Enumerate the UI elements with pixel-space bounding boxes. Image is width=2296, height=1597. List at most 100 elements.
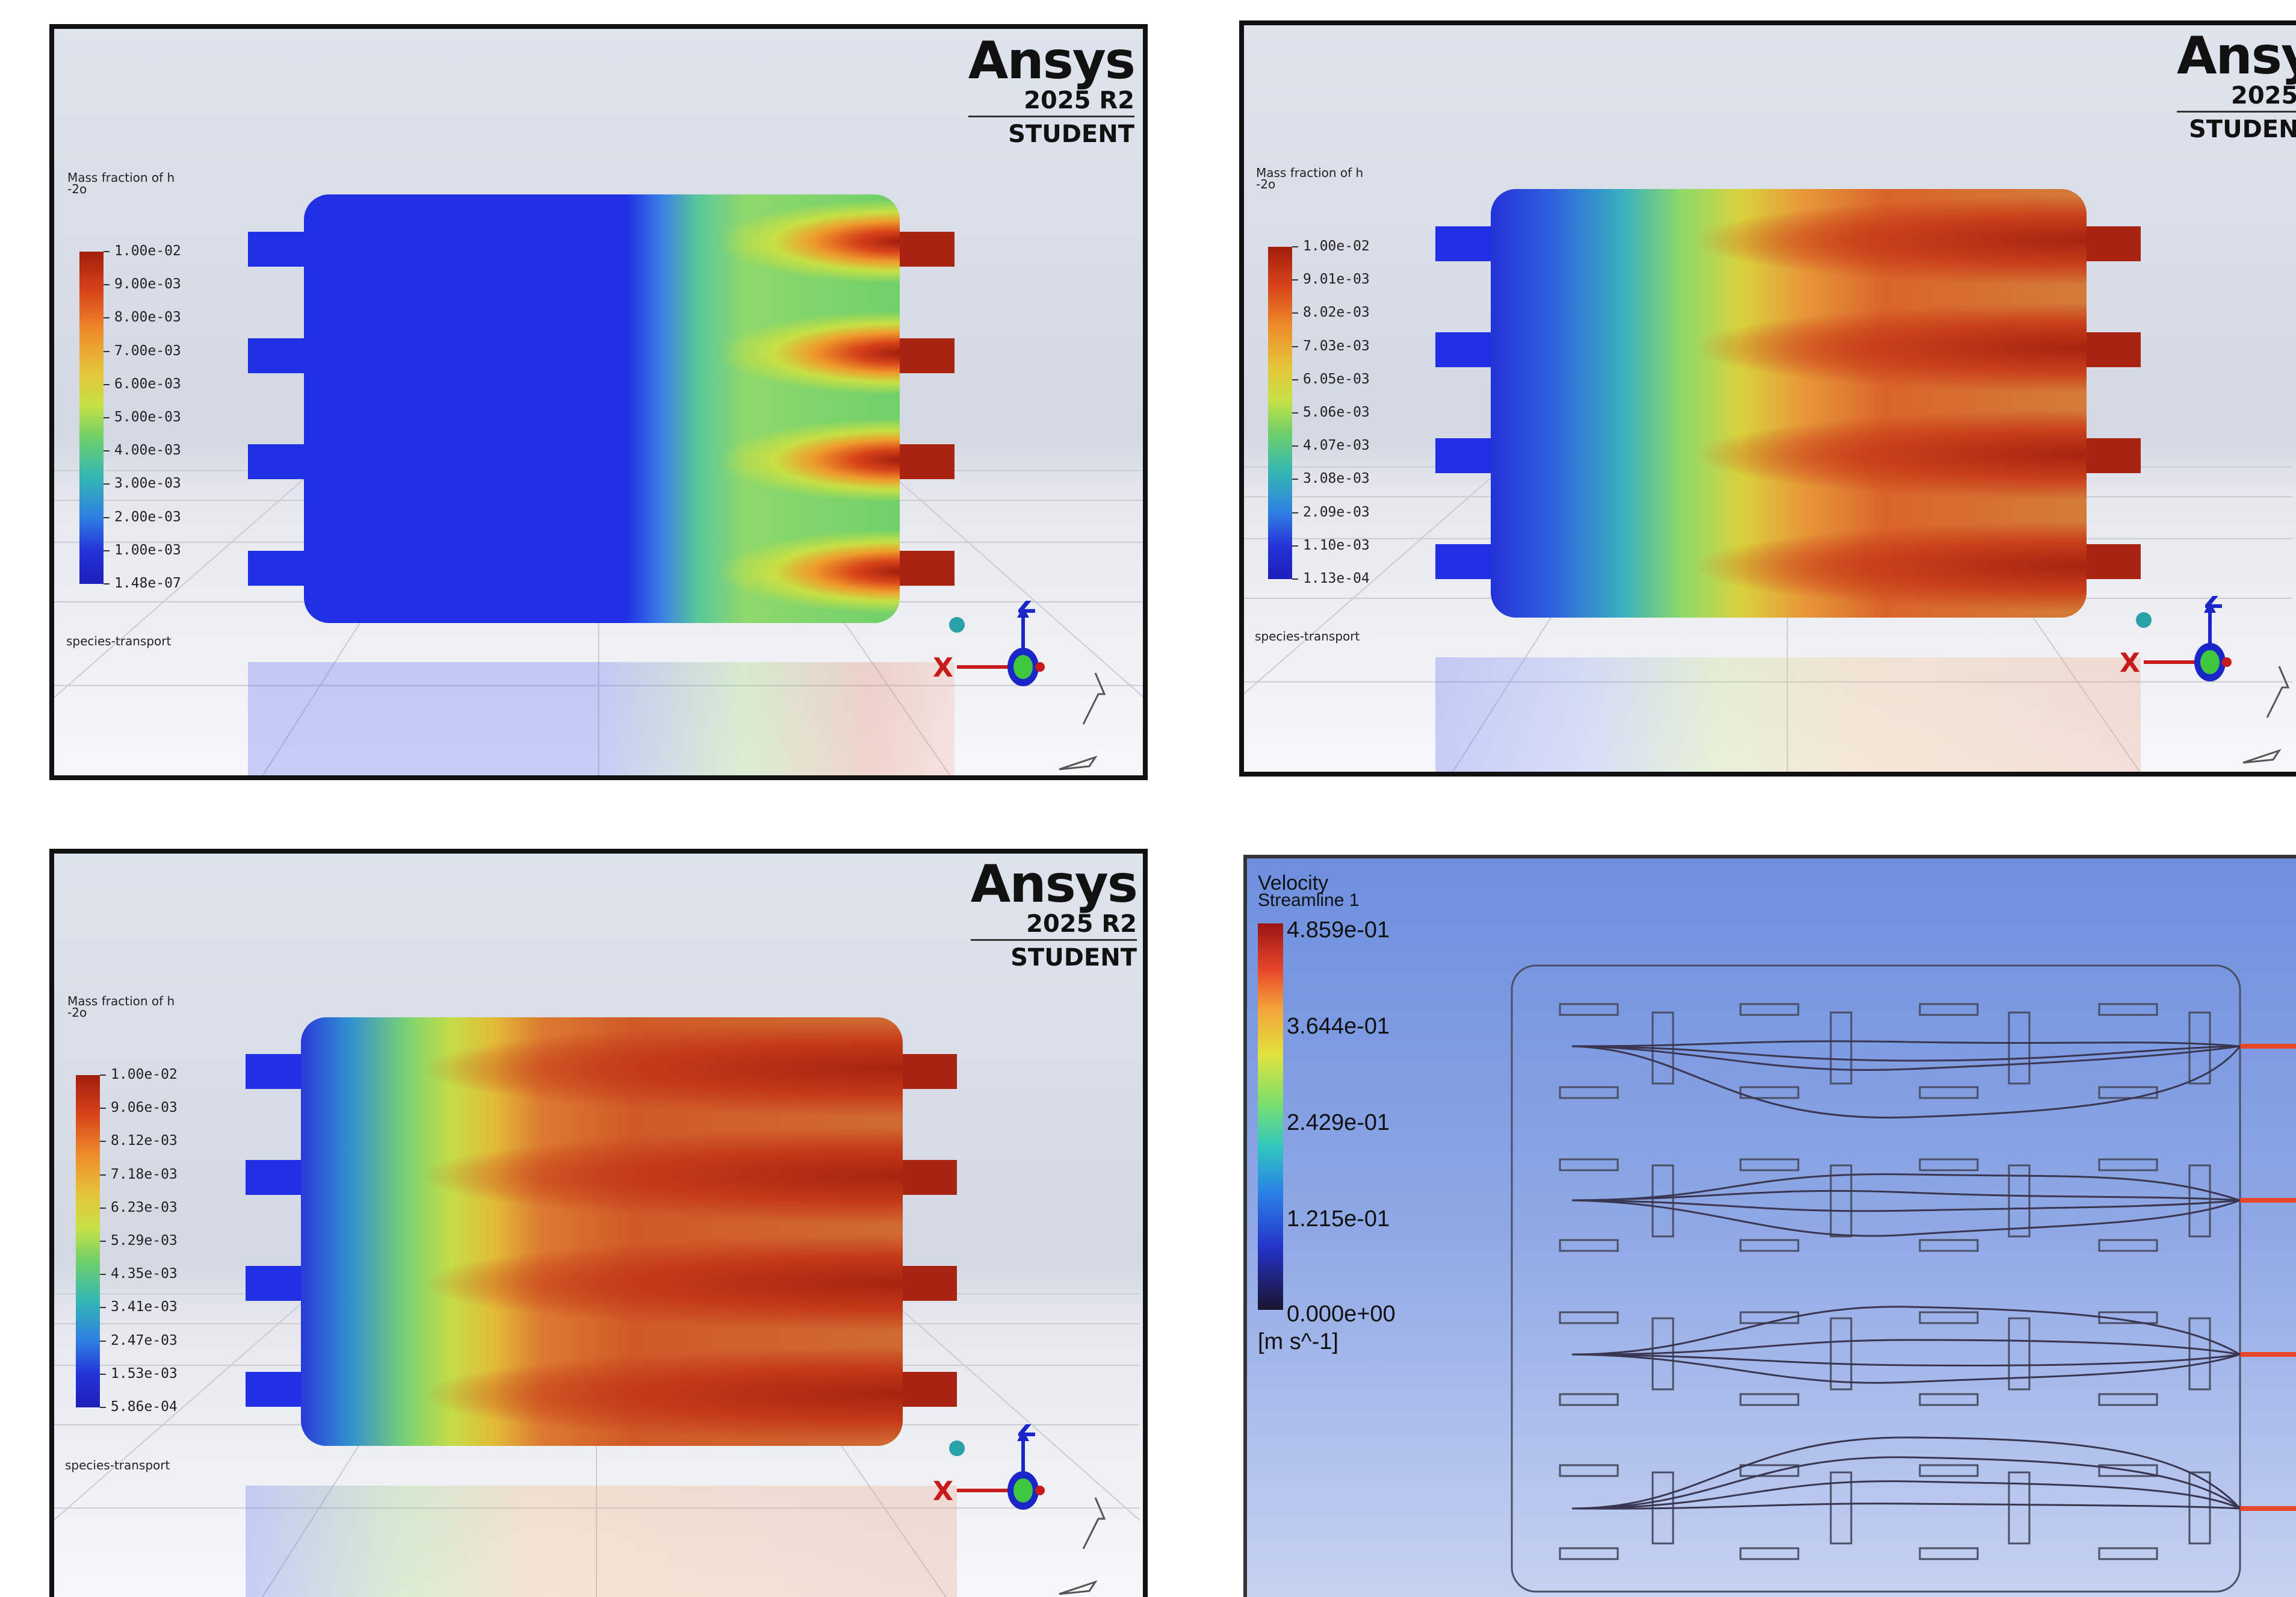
axis-z-label: Z <box>2204 596 2223 615</box>
axis-triad: Z X <box>2120 596 2232 681</box>
logo-brand: Ansys <box>968 31 1136 91</box>
colorbar <box>79 252 104 584</box>
inlet-stub <box>248 338 308 373</box>
tick-label: 6.23e-03 <box>100 1200 178 1215</box>
tick-label: 8.02e-03 <box>1292 305 1370 320</box>
colorbar <box>1268 247 1292 579</box>
velocity-colorbar <box>1258 923 1283 1310</box>
mixer-body-contour <box>304 194 900 623</box>
tick-label: 2.00e-03 <box>104 509 181 525</box>
outlet-stub <box>894 232 955 267</box>
logo-version: 2025 R2 <box>2177 82 2296 113</box>
inlet-stub <box>248 232 308 267</box>
logo-edition: STUDENT <box>1008 120 1134 148</box>
tick-label: 1.00e-03 <box>104 542 181 558</box>
tick-label: 8.00e-03 <box>104 309 181 325</box>
logo-version: 2025 R2 <box>970 910 1137 941</box>
axis-x-label: X <box>2120 648 2140 678</box>
ansys-logo: Ansys 2025 R2 STUDENT <box>970 854 1138 975</box>
outlet-stub <box>894 338 955 373</box>
tick-label: 5.29e-03 <box>100 1233 178 1248</box>
tick-label: 6.05e-03 <box>1292 371 1370 387</box>
logo-brand: Ansys <box>2177 26 2296 86</box>
zone-label: species-transport <box>66 634 172 648</box>
tick-label: 8.12e-03 <box>100 1133 178 1149</box>
rotate-icon[interactable] <box>2231 660 2296 769</box>
axis-triad: Z X <box>933 601 1045 686</box>
rotate-icon[interactable] <box>1047 667 1119 775</box>
tick-label: 1.00e-02 <box>100 1067 178 1082</box>
inlet-stub <box>246 1160 306 1195</box>
inlet-stub <box>248 444 308 479</box>
colorbar-title: Mass fraction of h -2o <box>67 170 175 196</box>
outlet-stub <box>2081 332 2141 367</box>
axis-x-label: X <box>933 653 953 683</box>
inlet-stub <box>1435 438 1496 473</box>
axis-triad: Z X <box>933 1424 1045 1510</box>
tick-label: 3.41e-03 <box>100 1299 178 1315</box>
tick-label: 9.01e-03 <box>1292 271 1370 287</box>
axis-x-label: X <box>933 1476 953 1507</box>
inlet-stub <box>246 1266 306 1301</box>
axis-z-label: Z <box>1017 1424 1036 1443</box>
velocity-tick-label: 3.644e-01 <box>1287 1014 1390 1039</box>
streamline-panel[interactable]: Velocity Streamline 1 4.859e-01 3.644e-0… <box>1243 855 2296 1597</box>
axis-z-label: Z <box>1017 601 1036 619</box>
contour-panel-3[interactable]: Ansys 2025 R2 STUDENT Mass fraction of h… <box>49 849 1148 1597</box>
velocity-title: Velocity Streamline 1 <box>1258 872 1360 910</box>
ansys-logo: Ansys 2025 R2 STUDENT <box>2177 30 2296 146</box>
outlet-stub <box>897 1372 957 1407</box>
tick-label: 4.35e-03 <box>100 1266 178 1282</box>
zone-label: species-transport <box>1255 629 1360 643</box>
tick-label: 7.18e-03 <box>100 1167 178 1182</box>
tick-label: 9.06e-03 <box>100 1100 178 1115</box>
reflection <box>1435 657 2141 772</box>
outlet-stub <box>2081 544 2141 579</box>
inlet-stub <box>1435 332 1496 367</box>
inlet-stub <box>246 1054 306 1089</box>
outlet-stub <box>897 1160 957 1195</box>
reflection <box>246 1486 957 1597</box>
velocity-unit: [m s^-1] <box>1258 1329 1338 1354</box>
reflection <box>248 662 955 775</box>
tick-label: 1.48e-07 <box>104 575 181 591</box>
contour-panel-1[interactable]: Ansys 2025 R2 STUDENT Mass fraction of h… <box>49 24 1148 780</box>
contour-panel-2[interactable]: Ansys 2025 R2 STUDENT Mass fraction of h… <box>1239 20 2296 777</box>
streamline-geometry <box>1440 964 2296 1593</box>
tick-label: 7.03e-03 <box>1292 338 1370 354</box>
rotate-icon[interactable] <box>1047 1492 1119 1597</box>
velocity-tick-label: 1.215e-01 <box>1287 1206 1390 1232</box>
tick-label: 5.00e-03 <box>104 409 181 425</box>
tick-label: 4.07e-03 <box>1292 438 1370 453</box>
inlet-stub <box>246 1372 306 1407</box>
zone-label: species-transport <box>65 1458 170 1472</box>
outlet-stub <box>2081 226 2141 261</box>
tick-label: 9.00e-03 <box>104 276 181 292</box>
tick-label: 6.00e-03 <box>104 376 181 392</box>
colorbar-title: Mass fraction of h -2o <box>67 994 175 1020</box>
tick-label: 7.00e-03 <box>104 343 181 359</box>
outlet-stub <box>2081 438 2141 473</box>
velocity-tick-label: 4.859e-01 <box>1287 917 1390 943</box>
tick-label: 1.13e-04 <box>1292 571 1370 586</box>
tick-label: 2.47e-03 <box>100 1333 178 1348</box>
logo-brand: Ansys <box>970 854 1138 914</box>
tick-label: 3.08e-03 <box>1292 471 1370 486</box>
velocity-tick-label: 0.000e+00 <box>1287 1301 1396 1327</box>
tick-label: 1.00e-02 <box>1292 238 1370 254</box>
tick-label: 5.06e-03 <box>1292 405 1370 420</box>
outlet-stub <box>897 1054 957 1089</box>
tick-label: 4.00e-03 <box>104 442 181 458</box>
mixer-body-contour <box>1491 189 2087 618</box>
colorbar <box>76 1075 100 1407</box>
outlet-stub <box>897 1266 957 1301</box>
outlet-stub <box>894 551 955 586</box>
logo-edition: STUDENT <box>2189 116 2296 143</box>
inlet-stub <box>1435 226 1496 261</box>
logo-version: 2025 R2 <box>968 87 1134 117</box>
ansys-logo: Ansys 2025 R2 STUDENT <box>968 31 1136 151</box>
tick-label: 1.53e-03 <box>100 1366 178 1381</box>
velocity-tick-label: 2.429e-01 <box>1287 1110 1390 1135</box>
mixer-body-contour <box>301 1017 903 1446</box>
logo-edition: STUDENT <box>1010 944 1137 972</box>
